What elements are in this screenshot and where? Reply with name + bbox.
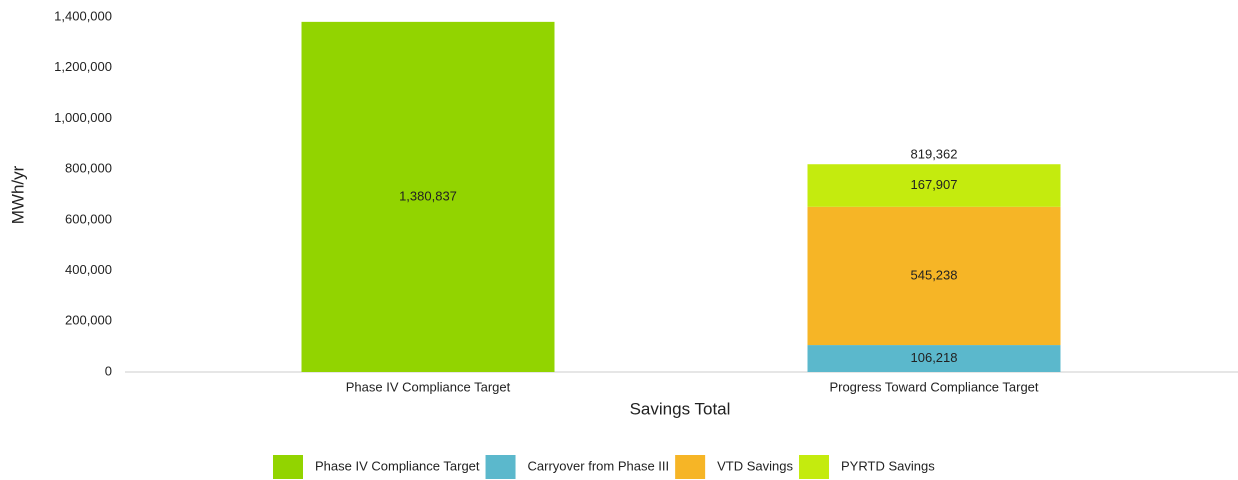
data-label: 1,380,837 [399,188,457,203]
x-tick-label: Phase IV Compliance Target [346,379,511,394]
x-axis-title: Savings Total [630,399,731,418]
total-label: 819,362 [911,147,958,162]
y-axis-title: MWh/yr [8,165,27,224]
bar-segment [807,206,1061,346]
y-tick-label: 400,000 [65,262,112,277]
y-tick-label: 200,000 [65,313,112,328]
y-tick-label: 0 [105,363,112,378]
y-tick-label: 600,000 [65,211,112,226]
data-label: 545,238 [911,267,958,282]
data-label: 106,218 [911,350,958,365]
legend-label: VTD Savings [717,458,793,473]
y-tick-label: 1,200,000 [54,59,112,74]
bar-segment [301,21,555,372]
data-label: 167,907 [911,177,958,192]
legend-swatch [799,455,830,479]
y-tick-label: 800,000 [65,161,112,176]
bar-segment [807,164,1061,207]
legend-label: Phase IV Compliance Target [315,458,480,473]
bar-segment [807,345,1061,372]
legend-label: PYRTD Savings [841,458,935,473]
y-tick-label: 1,000,000 [54,110,112,125]
legend-swatch [485,455,516,479]
y-tick-label: 1,400,000 [54,8,112,23]
x-tick-label: Progress Toward Compliance Target [829,379,1038,394]
legend-label: Carryover from Phase III [528,458,670,473]
legend-swatch [273,455,303,479]
legend-swatch [675,455,706,479]
